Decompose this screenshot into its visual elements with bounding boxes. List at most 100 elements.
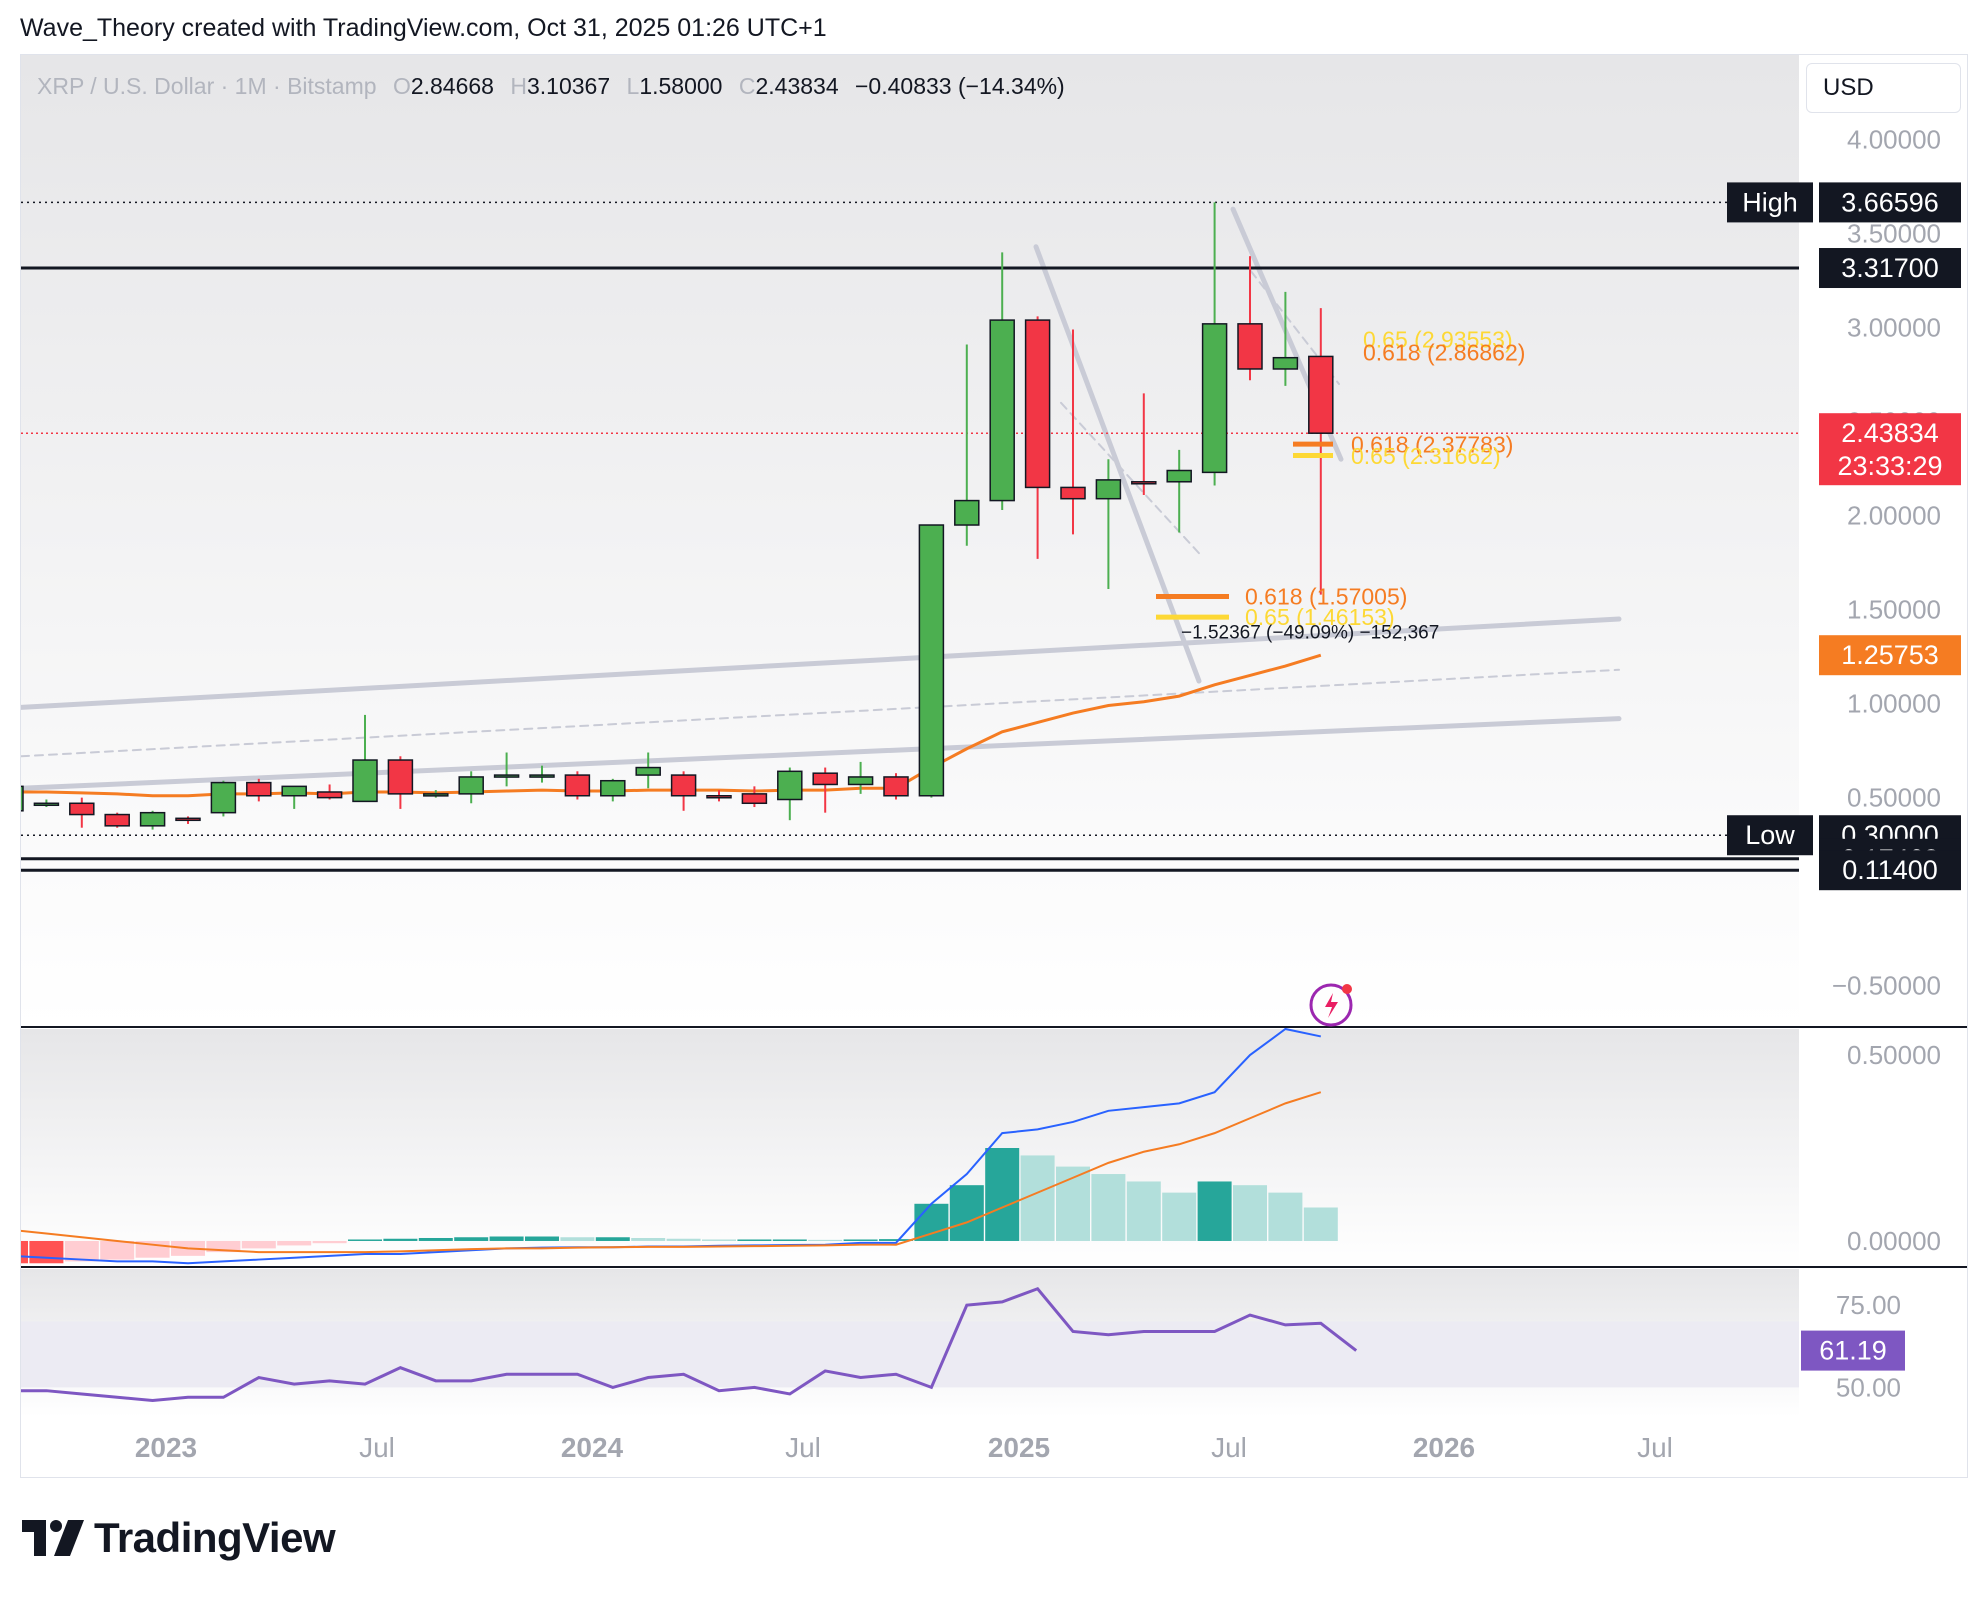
candle-2023-04-body [210, 781, 237, 814]
tradingview-branding[interactable]: TradingView [22, 1514, 336, 1562]
macd-hist-bar-15 [525, 1236, 559, 1241]
candle-2025-05 [1095, 459, 1122, 589]
spark-bolt [1325, 993, 1338, 1018]
candle-2024-06-body [706, 795, 732, 799]
candle-2023-07 [316, 784, 343, 800]
candle-2024-05-body [670, 774, 697, 797]
currency-button[interactable]: USD [1806, 63, 1961, 113]
macd-hist-bar-25 [879, 1239, 913, 1241]
low-value: 1.58000 [639, 73, 723, 99]
x-axis-label-7: Jul [1637, 1432, 1673, 1463]
candle-2025-07 [1166, 449, 1192, 533]
fib-label-4: 0.618 (1.57005) [1245, 583, 1407, 609]
macd-hist-bar-16 [560, 1237, 595, 1241]
ema-price-tag: 1.25753 [1841, 640, 1939, 670]
candle-2025-03-body [1024, 319, 1051, 489]
candle-2023-04 [210, 780, 237, 817]
tradingview-wordmark: TradingView [94, 1514, 336, 1561]
chart-canvas[interactable]: 0.65 (2.93553)0.618 (2.86862) 0.618 (2.37… [21, 55, 1967, 1477]
ema-price-tag-bg [1819, 635, 1961, 676]
y-axis-label-0: 4.00000 [1847, 125, 1941, 155]
symbol-label[interactable]: XRP / U.S. Dollar · 1M · Bitstamp [37, 73, 377, 99]
candle-2024-07 [741, 786, 768, 808]
macd-hist-bar-22 [772, 1239, 807, 1241]
macd-hist-bar-13 [454, 1237, 489, 1241]
last-price-tag-bg [1819, 413, 1961, 486]
level-name-tag-0: High [1742, 187, 1798, 217]
candle-2023-06 [281, 785, 307, 809]
candle-2023-10 [423, 790, 449, 798]
candle-2024-02 [564, 771, 591, 800]
x-axis-label-1: Jul [359, 1432, 395, 1463]
close-key: C [738, 73, 756, 99]
macd-y-axis-label-0: 0.50000 [1847, 1040, 1941, 1070]
candle-2023-07-body [316, 791, 343, 799]
candle-2025-08-body [1201, 323, 1228, 474]
x-axis-label-3: Jul [785, 1432, 821, 1463]
y-axis-label-6: 1.00000 [1847, 689, 1941, 719]
macd-hist-bar-19 [666, 1238, 701, 1241]
candle-2024-04 [635, 752, 661, 789]
fib-label-5: 0.65 (1.46153) [1245, 604, 1395, 630]
level-tag-0: 3.66596 [1841, 187, 1939, 217]
macd-hist-bar-30 [1056, 1166, 1090, 1241]
x-axis-label-5: Jul [1211, 1432, 1247, 1463]
candle-2023-09 [387, 756, 414, 809]
candle-2023-08-body [352, 759, 378, 803]
candle-2024-01 [529, 765, 555, 783]
chart-frame[interactable]: 0.65 (2.93553) 0.618 (2.86862) 0.618 (2.37… [20, 54, 1968, 1478]
candle-2025-03 [1024, 316, 1051, 559]
ai-spark-icon[interactable] [1309, 983, 1353, 1027]
y-axis-label-2: 3.00000 [1847, 313, 1941, 343]
low-key: L [626, 73, 640, 99]
candle-2025-01 [954, 344, 980, 546]
candle-2023-11 [458, 771, 484, 804]
macd-hist-bar-0 [21, 1240, 28, 1264]
macd-hist-bar-24 [843, 1239, 878, 1241]
y-axis-label-4: 2.00000 [1847, 501, 1941, 531]
candle-2025-01-body [954, 499, 980, 526]
macd-hist-bar-27 [949, 1185, 984, 1241]
x-axis-label-4: 2025 [988, 1432, 1050, 1463]
change-value: −0.40833 (−14.34%) [855, 73, 1065, 99]
rsi-line [21, 1286, 1358, 1403]
rsi-y-axis-label-1: 50.00 [1836, 1372, 1901, 1402]
rising-channel-lower-line [21, 716, 1622, 791]
x-axis-label-2: 2024 [561, 1432, 624, 1463]
macd-hist-bar-32 [1126, 1181, 1161, 1241]
candle-2025-11 [1308, 308, 1334, 595]
candle-2025-02-body [989, 319, 1015, 502]
candle-2023-12-body [493, 774, 520, 778]
candle-2024-09 [812, 767, 838, 813]
fib-label-1: 0.618 (2.86862) [1363, 339, 1525, 365]
macd-hist-bar-2 [64, 1240, 99, 1262]
candle-2024-04-body [635, 766, 661, 776]
macd-hist-bar-8 [277, 1240, 312, 1246]
candle-2023-08 [352, 714, 378, 803]
candle-2024-10-body [847, 776, 874, 786]
candle-2023-02-body [139, 811, 166, 827]
ohlc-legend: XRP / U.S. Dollar · 1M · Bitstamp O2.846… [37, 73, 1065, 100]
macd-hist-bar-37 [1303, 1207, 1338, 1241]
candle-2024-08-body [777, 770, 803, 801]
candle-2024-03 [600, 778, 626, 802]
macd-hist-bar-9 [312, 1240, 347, 1244]
candle-2024-03-body [600, 779, 626, 797]
y-axis-label-7: 0.50000 [1847, 783, 1941, 813]
y-axis-label-8: −0.50000 [1832, 971, 1941, 1001]
candle-2024-08 [777, 767, 803, 821]
candle-2024-01-body [529, 774, 555, 778]
candle-2022-11 [33, 799, 60, 808]
candle-2025-07-body [1166, 469, 1192, 483]
macd-pane-bg [21, 1029, 1799, 1267]
candle-2023-02 [139, 810, 166, 830]
rsi-band [21, 1321, 1799, 1388]
rsi-value-tag: 61.19 [1819, 1336, 1887, 1366]
candle-2024-02-body [564, 774, 591, 797]
candle-2025-09 [1237, 256, 1263, 381]
rsi-y-axis-label-0: 75.00 [1836, 1290, 1901, 1320]
candle-2024-06 [706, 790, 732, 802]
y-axis-label-5: 1.50000 [1847, 595, 1941, 625]
falling-channel-midline [1060, 401, 1200, 555]
open-key: O [392, 73, 411, 99]
